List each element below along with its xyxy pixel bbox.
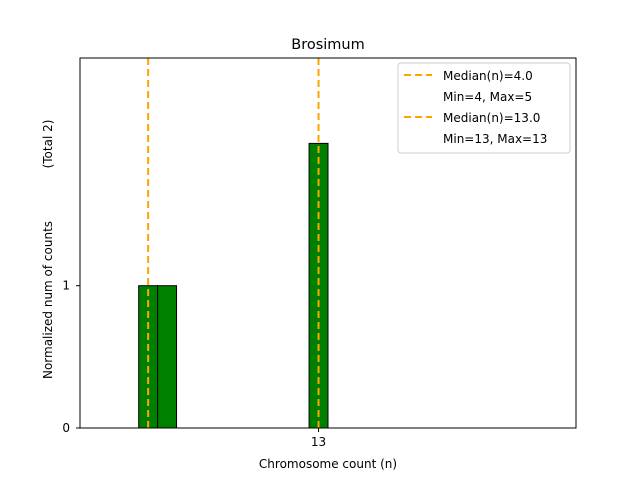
- y-tick-label-1: 1: [62, 279, 70, 293]
- y-axis-total-label: (Total 2): [41, 120, 55, 169]
- bar-1-0: [308, 142, 329, 429]
- legend-label-1: Median(n)=13.0: [443, 111, 540, 125]
- legend-label-0: Median(n)=4.0: [443, 69, 533, 83]
- y-tick-label-0: 0: [62, 421, 70, 435]
- legend-box: [397, 62, 571, 154]
- legend-range-1: Min=13, Max=13: [443, 132, 547, 146]
- axis-ticks: 0 1 13: [62, 279, 326, 449]
- x-tick-label-0: 13: [311, 435, 326, 449]
- bar-0-1: [157, 285, 178, 429]
- plot-frame: [79, 57, 577, 429]
- median-lines: [147, 58, 320, 428]
- legend-range-0: Min=4, Max=5: [443, 90, 532, 104]
- x-axis-label: Chromosome count (n): [259, 457, 397, 471]
- y-axis-label: Normalized num of counts: [41, 221, 55, 379]
- chart-title: Brosimum: [291, 37, 364, 53]
- legend: Median(n)=4.0 Min=4, Max=5 Median(n)=13.0 M…: [397, 62, 571, 154]
